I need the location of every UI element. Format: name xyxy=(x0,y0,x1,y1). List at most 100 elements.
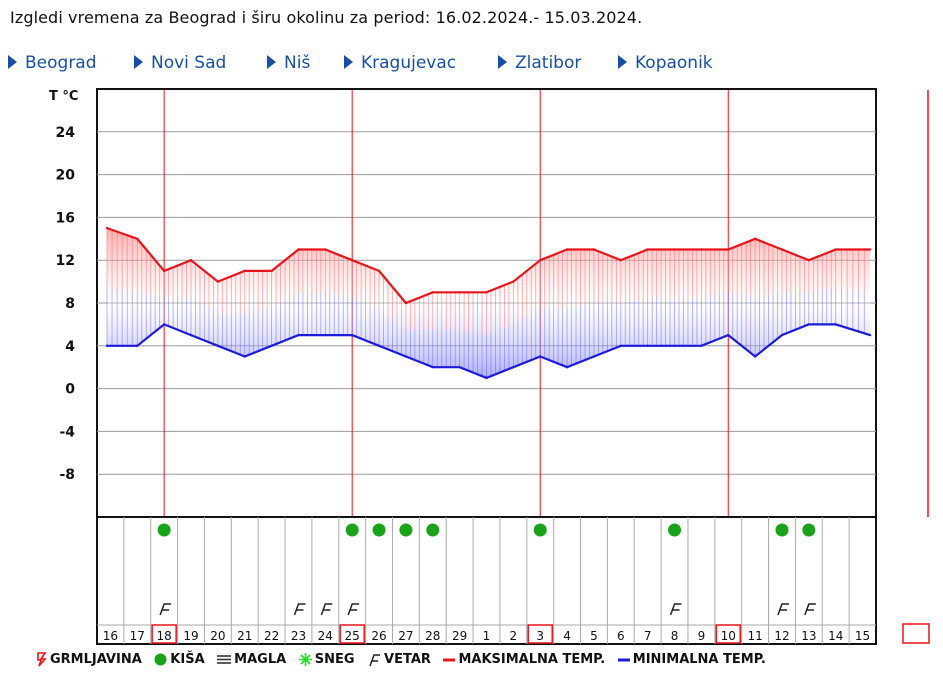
point-max xyxy=(189,259,193,262)
x-tick-label: 2 xyxy=(510,629,518,643)
nav-link-beograd[interactable]: Beograd xyxy=(8,53,97,73)
wind-icon xyxy=(320,603,333,616)
x-tick-label: 16 xyxy=(103,629,118,643)
nav-link-nis[interactable]: Niš xyxy=(267,53,310,73)
point-min xyxy=(727,333,730,337)
point-min xyxy=(673,344,676,347)
point-max xyxy=(136,237,139,240)
nav-link-kopaonik[interactable]: Kopaonik xyxy=(618,53,713,73)
legend-thunder: GRMLJAVINA xyxy=(36,652,142,667)
min-line-icon xyxy=(617,658,630,661)
rain-icon xyxy=(426,523,440,537)
x-tick-label: 28 xyxy=(425,629,440,643)
x-tick-label: 4 xyxy=(563,629,571,643)
x-tick-label: 10 xyxy=(721,629,736,643)
point-min xyxy=(458,366,461,369)
x-tick-label: 25 xyxy=(345,629,360,643)
point-min xyxy=(592,355,596,358)
rain-icon xyxy=(775,523,789,537)
point-max xyxy=(377,269,381,273)
point-max xyxy=(485,291,488,294)
point-min xyxy=(270,344,273,347)
nav-link-zlatibor[interactable]: Zlatibor xyxy=(498,53,581,73)
point-max xyxy=(565,248,569,251)
wind-icon xyxy=(293,603,306,616)
point-max xyxy=(834,248,837,251)
legend-rain: KIŠA xyxy=(154,652,205,667)
point-max xyxy=(243,269,246,273)
point-max xyxy=(868,248,872,251)
point-min xyxy=(619,344,623,347)
x-tick-label: 9 xyxy=(698,629,706,643)
legend-wind: VETAR xyxy=(367,652,431,667)
wind-icon xyxy=(159,603,172,616)
rain-icon xyxy=(802,523,816,537)
point-min xyxy=(105,344,109,347)
week-marker-box xyxy=(151,624,177,644)
point-min xyxy=(565,366,569,369)
point-min xyxy=(485,376,488,380)
x-tick-label: 15 xyxy=(855,629,870,643)
point-min xyxy=(324,333,327,337)
point-max xyxy=(404,301,408,305)
point-min xyxy=(431,366,434,369)
y-tick-label: 8 xyxy=(65,296,75,312)
y-tick-label: 12 xyxy=(56,253,75,269)
x-tick-label: 26 xyxy=(371,629,386,643)
point-max xyxy=(539,259,542,262)
point-min xyxy=(136,344,139,347)
week-marker-box xyxy=(527,624,553,644)
x-tick-label: 18 xyxy=(157,629,172,643)
legend-snow: SNEG xyxy=(298,652,355,667)
point-min xyxy=(780,333,784,337)
wind-icon xyxy=(369,653,381,666)
point-min xyxy=(807,323,811,326)
legend-label: SNEG xyxy=(314,652,355,667)
x-tick-label: 17 xyxy=(130,629,145,643)
nav-link-label: Niš xyxy=(284,53,311,73)
point-max xyxy=(162,269,166,273)
x-tick-label: 27 xyxy=(398,629,413,643)
nav-link-novi-sad[interactable]: Novi Sad xyxy=(134,53,226,73)
rain-icon xyxy=(157,523,171,537)
x-tick-label: 20 xyxy=(210,629,225,643)
y-tick-label: 0 xyxy=(65,382,75,398)
week-marker-box xyxy=(339,624,365,644)
arrow-right-icon xyxy=(618,55,627,69)
nav-link-label: Zlatibor xyxy=(515,53,582,73)
point-max xyxy=(807,259,811,262)
point-min xyxy=(297,333,300,337)
x-tick-label: 6 xyxy=(617,629,625,643)
x-tick-label: 13 xyxy=(801,629,816,643)
point-max xyxy=(431,291,434,294)
rain-icon xyxy=(345,523,359,537)
nav-link-label: Beograd xyxy=(25,53,97,73)
fog-icon xyxy=(217,655,232,664)
y-tick-label: -8 xyxy=(59,467,75,483)
arrow-right-icon xyxy=(8,55,17,69)
page-title: Izgledi vremena za Beograd i širu okolin… xyxy=(10,8,643,27)
wind-icon xyxy=(669,603,682,616)
x-tick-label: 11 xyxy=(747,629,762,643)
arrow-right-icon xyxy=(134,55,143,69)
nav-link-label: Kragujevac xyxy=(361,53,457,73)
y-tick-label: 16 xyxy=(56,210,75,226)
snow-icon xyxy=(298,653,312,666)
x-tick-label: 19 xyxy=(183,629,198,643)
nav-link-kragujevac[interactable]: Kragujevac xyxy=(344,53,456,73)
week-marker-box xyxy=(715,624,742,644)
legend: GRMLJAVINA KIŠA MAGLA SNEG VETAR MAKSIMA… xyxy=(36,652,774,667)
legend-label: MAKSIMALNA TEMP. xyxy=(458,652,606,667)
thunder-icon xyxy=(37,652,47,667)
point-min xyxy=(646,344,649,347)
point-max xyxy=(350,259,354,262)
x-tick-label: 3 xyxy=(536,629,544,643)
y-tick-label: 20 xyxy=(56,168,76,184)
legend-label: KIŠA xyxy=(170,652,205,667)
point-min xyxy=(700,344,703,347)
point-min xyxy=(189,333,193,337)
point-min xyxy=(539,355,542,358)
legend-label: GRMLJAVINA xyxy=(50,652,142,667)
x-tick-label: 1 xyxy=(483,629,491,643)
point-min xyxy=(216,344,220,347)
